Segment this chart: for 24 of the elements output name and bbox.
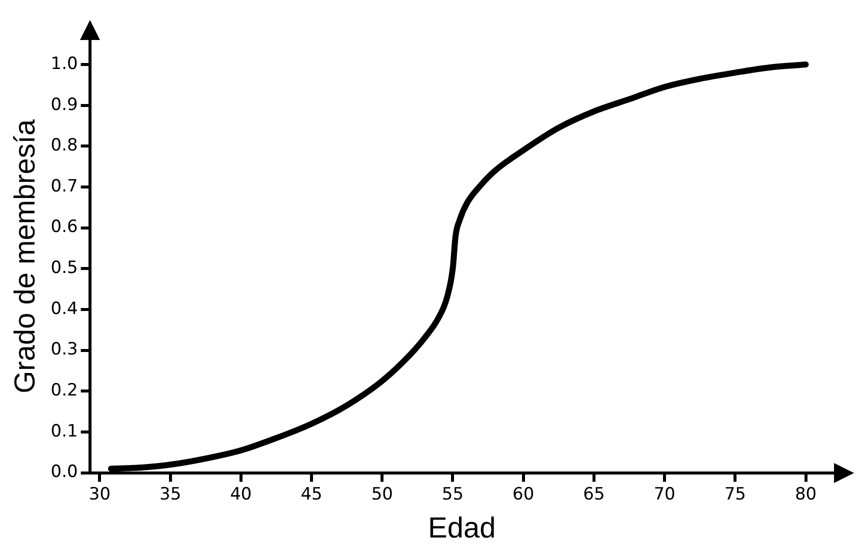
y-tick-label: 0.1 bbox=[50, 421, 78, 442]
x-tick-label: 35 bbox=[160, 484, 182, 504]
x-tick-label: 60 bbox=[512, 484, 534, 504]
x-tick-label: 70 bbox=[654, 484, 676, 504]
x-tick-label: 50 bbox=[371, 484, 393, 504]
y-axis-title: Grado de membresía bbox=[9, 118, 42, 394]
x-tick-label: 65 bbox=[583, 484, 605, 504]
x-tick-label: 55 bbox=[442, 484, 464, 504]
y-tick-label: 1.0 bbox=[50, 54, 78, 74]
y-tick-label: 0.4 bbox=[50, 298, 78, 319]
x-tick-label: 75 bbox=[724, 484, 746, 504]
y-tick-label: 0.3 bbox=[50, 340, 78, 360]
y-tick-label: 0.2 bbox=[50, 380, 78, 401]
y-tick-label: 0.6 bbox=[50, 217, 78, 238]
x-tick-label: 40 bbox=[230, 484, 252, 504]
y-tick-label: 0.0 bbox=[50, 462, 78, 482]
x-axis-title: Edad bbox=[428, 512, 496, 545]
y-tick-label: 0.7 bbox=[50, 176, 78, 196]
x-tick-label: 30 bbox=[88, 484, 111, 504]
y-tick-label: 0.9 bbox=[50, 94, 78, 115]
x-tick-label: 80 bbox=[794, 484, 817, 504]
y-tick-label: 0.5 bbox=[50, 258, 78, 278]
x-tick-label: 45 bbox=[300, 484, 322, 504]
y-tick-label: 0.8 bbox=[50, 136, 78, 156]
